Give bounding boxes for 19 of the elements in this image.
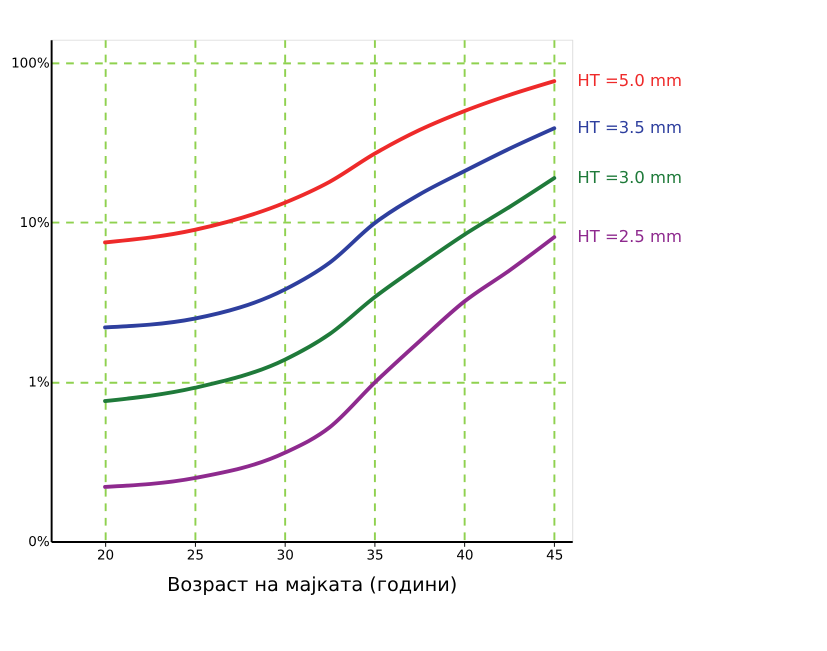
y-tick-label: 1% — [28, 374, 50, 390]
x-axis-title: Возраст на мајката (години) — [167, 573, 458, 596]
x-tick-label: 30 — [276, 547, 294, 564]
y-tick-label: 100% — [11, 55, 50, 72]
y-tick-label: 10% — [20, 214, 50, 231]
x-tick-label: 45 — [546, 547, 564, 564]
y-tick-label: 0% — [28, 534, 50, 550]
series-label: HT =3.0 mm — [577, 168, 682, 187]
series-label: HT =2.5 mm — [577, 226, 682, 246]
line-series — [103, 79, 556, 244]
x-tick-label: 20 — [96, 547, 114, 564]
x-tick-label: 35 — [366, 547, 384, 564]
x-tick-label: 40 — [456, 547, 474, 564]
line-series — [103, 235, 556, 489]
series-label: HT =3.5 mm — [577, 118, 682, 138]
line-series — [103, 126, 556, 330]
line-series — [103, 176, 556, 403]
x-tick-label: 25 — [186, 547, 204, 564]
series-label: HT =5.0 mm — [577, 70, 682, 90]
